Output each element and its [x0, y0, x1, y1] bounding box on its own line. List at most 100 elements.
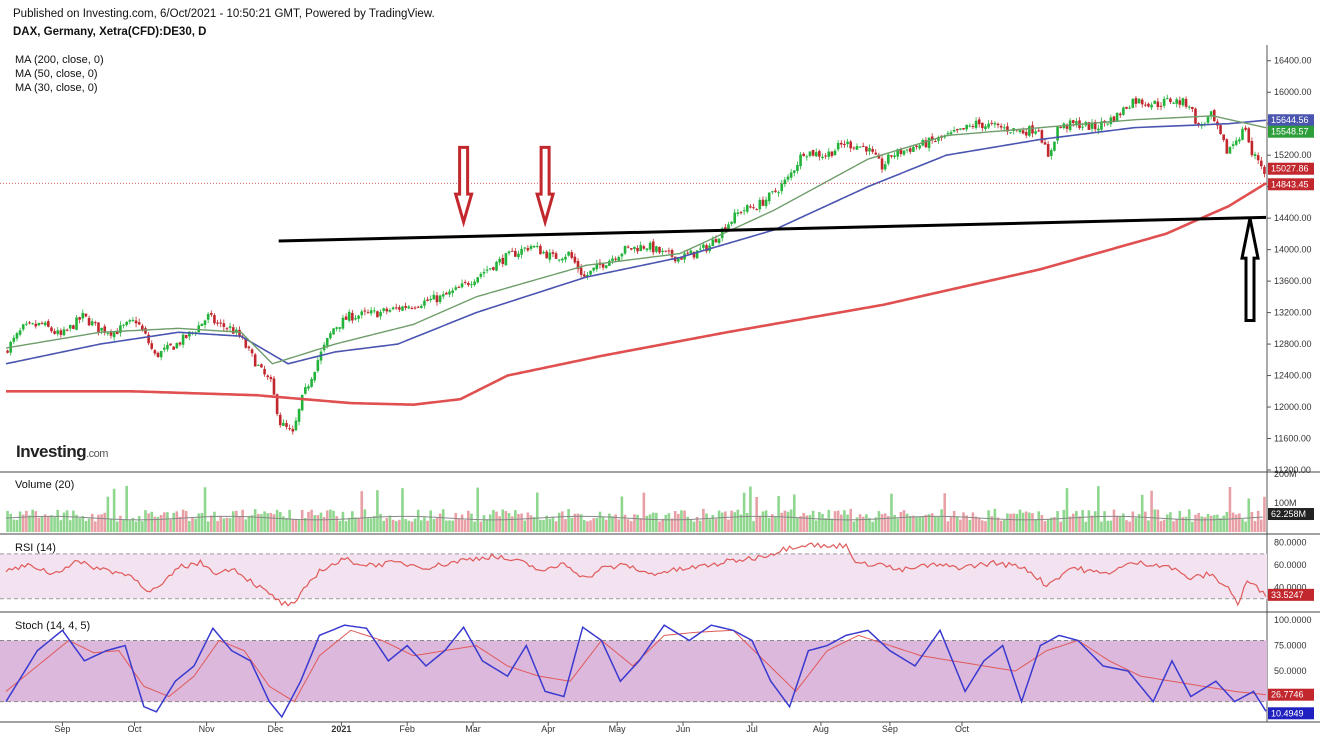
candle-body	[636, 248, 639, 252]
volume-bar	[1241, 519, 1244, 532]
candle-body	[162, 347, 166, 350]
price-tick-label: 12000.00	[1274, 402, 1312, 412]
candle-body	[548, 252, 552, 260]
rsi-title: RSI (14)	[15, 542, 56, 554]
candle-body	[266, 375, 270, 378]
candle-body	[861, 145, 865, 147]
volume-bar	[554, 521, 558, 532]
volume-bar	[811, 510, 815, 532]
candle-body	[658, 246, 661, 253]
candle-body	[623, 245, 627, 254]
candle-body	[435, 295, 439, 303]
volume-bar	[755, 496, 758, 532]
volume-bar	[702, 508, 705, 532]
volume-bar	[376, 490, 379, 532]
volume-bar	[1075, 511, 1078, 532]
volume-bar	[329, 509, 332, 532]
volume-bar	[792, 494, 796, 532]
volume-bar	[1056, 511, 1059, 532]
candle-body	[695, 250, 699, 259]
candle-body	[1206, 116, 1210, 123]
volume-bar	[1071, 513, 1075, 532]
time-tick-label: Sep	[882, 724, 898, 734]
volume-bar	[1112, 509, 1116, 532]
candle-body	[561, 258, 564, 261]
candle-body	[601, 264, 605, 268]
candle-body	[993, 123, 997, 125]
candle-body	[1037, 130, 1041, 132]
volume-bar	[1225, 511, 1229, 532]
candle-body	[81, 312, 85, 319]
volume-bar	[338, 520, 342, 532]
volume-bar	[576, 513, 580, 532]
volume-bar	[1125, 520, 1128, 532]
volume-bar	[1194, 514, 1197, 532]
candle-body	[1144, 104, 1147, 106]
candle-body	[1197, 123, 1200, 125]
volume-bar	[369, 518, 373, 532]
level-value-label-bg	[1268, 178, 1314, 191]
candle-body	[485, 269, 489, 271]
volume-bar	[1162, 519, 1166, 532]
volume-bar	[1231, 512, 1235, 532]
volume-bar	[767, 517, 771, 532]
volume-bar	[119, 515, 122, 532]
volume-bar	[667, 513, 671, 532]
candle-body	[354, 318, 357, 320]
volume-bar	[285, 518, 288, 532]
time-tick-label: Oct	[955, 724, 970, 734]
candle-body	[529, 246, 533, 249]
candle-body	[952, 130, 956, 132]
candle-body	[1238, 139, 1241, 142]
close-value-label: 15027.86	[1271, 164, 1309, 174]
candle-body	[767, 192, 771, 202]
candle-body	[50, 327, 53, 332]
volume-bar	[40, 516, 44, 532]
time-tick-label: Dec	[268, 724, 285, 734]
volume-bar	[62, 512, 66, 532]
volume-bar	[692, 521, 696, 532]
candle-body	[488, 268, 492, 270]
volume-bar	[363, 509, 367, 532]
volume-bar	[398, 519, 401, 532]
volume-bar	[429, 510, 433, 532]
volume-bar	[1040, 515, 1044, 532]
volume-bar	[1018, 509, 1022, 532]
volume-bar	[1122, 513, 1125, 532]
volume-bar	[814, 520, 818, 532]
volume-bar	[275, 509, 279, 532]
candle-body	[332, 328, 335, 335]
time-tick-label: Jun	[676, 724, 691, 734]
volume-bar	[203, 487, 207, 532]
candle-body	[316, 360, 320, 371]
volume-bar	[310, 509, 313, 532]
price-tick-label: 12400.00	[1274, 371, 1312, 381]
candle-body	[880, 158, 884, 170]
candle-body	[1156, 101, 1160, 108]
volume-bar	[451, 520, 454, 532]
candle-body	[564, 256, 567, 260]
candle-body	[758, 200, 762, 210]
volume-bar	[1024, 511, 1028, 532]
volume-bar	[908, 516, 912, 532]
volume-bar	[937, 516, 940, 532]
candle-body	[1109, 117, 1113, 125]
candle-body	[109, 332, 113, 336]
candle-body	[360, 311, 364, 316]
volume-bar	[1153, 509, 1157, 532]
volume-bar	[1034, 519, 1037, 532]
volume-bar	[231, 511, 235, 532]
volume-title: Volume (20)	[15, 479, 74, 491]
candle-body	[614, 258, 617, 260]
candle-body	[617, 257, 621, 261]
volume-bar	[924, 514, 928, 532]
candle-body	[752, 207, 755, 209]
candle-body	[633, 246, 636, 250]
volume-bar	[294, 518, 298, 532]
candle-body	[887, 154, 890, 164]
volume-bar	[1134, 517, 1138, 532]
time-tick-label: Apr	[541, 724, 555, 734]
volume-bar	[191, 518, 194, 532]
volume-bar	[589, 520, 592, 532]
volume-bar	[930, 513, 934, 532]
